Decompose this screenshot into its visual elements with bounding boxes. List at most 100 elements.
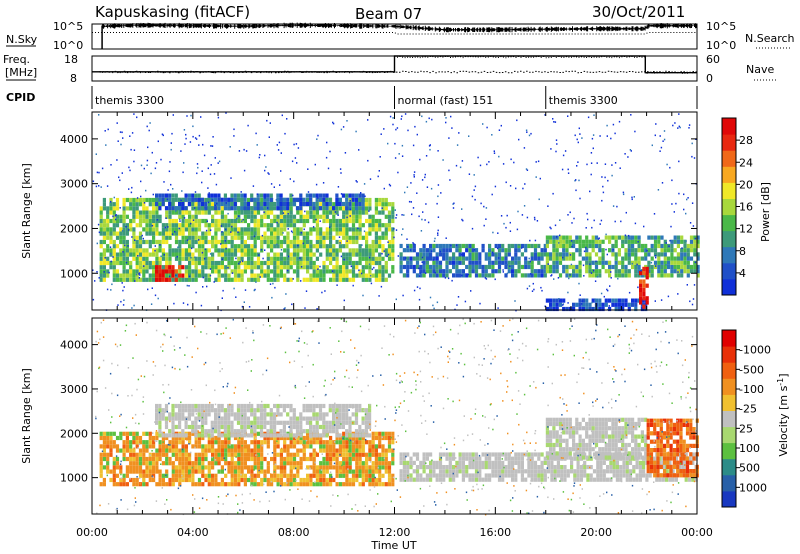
power-cell [445, 256, 449, 261]
power-scatter [264, 197, 266, 199]
velocity-cell [158, 477, 162, 483]
power-scatter [349, 215, 351, 217]
power-cell [115, 202, 120, 207]
velocity-cell [378, 431, 382, 436]
velocity-cell [354, 433, 359, 438]
power-cell [368, 231, 372, 236]
velocity-cell [329, 461, 333, 466]
power-scatter [133, 160, 135, 163]
power-cell [152, 218, 156, 224]
power-cell [112, 269, 116, 274]
power-cell [368, 197, 372, 203]
velocity-cell [132, 465, 136, 470]
power-scatter [195, 138, 198, 140]
power-cell [329, 277, 333, 282]
power-cell [543, 248, 547, 253]
velocity-cell [171, 465, 175, 470]
velocity-cell [511, 456, 515, 461]
power-cell [155, 201, 159, 207]
velocity-cell [220, 482, 224, 487]
velocity-cell [465, 452, 469, 457]
power-cell [240, 269, 244, 274]
power-scatter [591, 301, 593, 304]
power-scatter [612, 248, 614, 251]
power-scatter [243, 301, 245, 303]
power-scatter [151, 151, 153, 154]
velocity-cell [494, 460, 498, 465]
velocity-cell [174, 433, 178, 438]
velocity-cell [289, 424, 293, 430]
power-cell [653, 243, 658, 249]
velocity-cell [319, 465, 323, 470]
power-scatter [281, 114, 283, 117]
velocity-cell [471, 465, 475, 470]
power-cell [227, 197, 231, 202]
power-cell [283, 265, 287, 270]
power-cell [555, 256, 559, 261]
velocity-cell [315, 452, 319, 457]
power-cell [243, 260, 247, 266]
velocity-cell [452, 465, 456, 470]
power-scatter [612, 205, 615, 207]
power-cell [374, 244, 378, 249]
velocity-cell [322, 440, 326, 445]
velocity-cell [560, 473, 564, 478]
power-cell [233, 269, 238, 274]
power-cell [230, 248, 234, 253]
velocity-cell [286, 403, 290, 409]
power-scatter [555, 236, 558, 238]
power-scatter [581, 137, 583, 139]
power-cell [122, 252, 126, 257]
velocity-cell [501, 460, 505, 465]
power-cell [122, 227, 126, 232]
velocity-cell [507, 456, 511, 461]
velocity-cell [305, 429, 309, 434]
power-scatter [198, 144, 200, 146]
power-scatter [231, 225, 233, 228]
power-cell [230, 235, 234, 240]
power-cell [224, 235, 228, 240]
power-cell [102, 227, 106, 232]
power-cell [174, 223, 179, 228]
power-cell [365, 210, 369, 215]
power-cell [217, 260, 221, 266]
power-cell [361, 206, 365, 211]
power-cell [351, 193, 355, 198]
power-cell [286, 252, 290, 257]
velocity-cell [409, 465, 413, 470]
velocity-cell [399, 473, 403, 478]
power-cell [142, 239, 146, 245]
power-scatter [154, 167, 157, 170]
velocity-cell [132, 482, 136, 487]
power-cell [381, 244, 385, 249]
power-cell [236, 197, 241, 202]
power-scatter [410, 201, 412, 203]
velocity-cell [138, 448, 143, 453]
power-cell [549, 269, 553, 274]
power-cell [520, 252, 524, 257]
velocity-cell [348, 435, 352, 441]
power-cell [122, 277, 126, 282]
power-cell [315, 201, 319, 207]
power-cell [99, 218, 103, 224]
velocity-cell [455, 460, 459, 465]
power-cell [247, 244, 251, 249]
velocity-cell [279, 435, 283, 441]
power-cell [207, 227, 211, 232]
power-cell [279, 227, 283, 232]
power-cell [135, 244, 139, 249]
velocity-cell [332, 420, 336, 425]
velocity-cell [276, 435, 280, 441]
power-cell [319, 244, 323, 249]
power-cell [358, 210, 362, 215]
velocity-cell [550, 460, 554, 465]
velocity-cell [474, 473, 479, 478]
power-cell [562, 264, 566, 270]
power-heatmap-layer [92, 112, 700, 312]
velocity-cell [465, 469, 469, 474]
velocity-cell [402, 465, 406, 470]
velocity-cell [129, 465, 133, 470]
velocity-cell [188, 465, 192, 470]
power-scatter [410, 182, 412, 184]
power-cell [471, 256, 475, 261]
